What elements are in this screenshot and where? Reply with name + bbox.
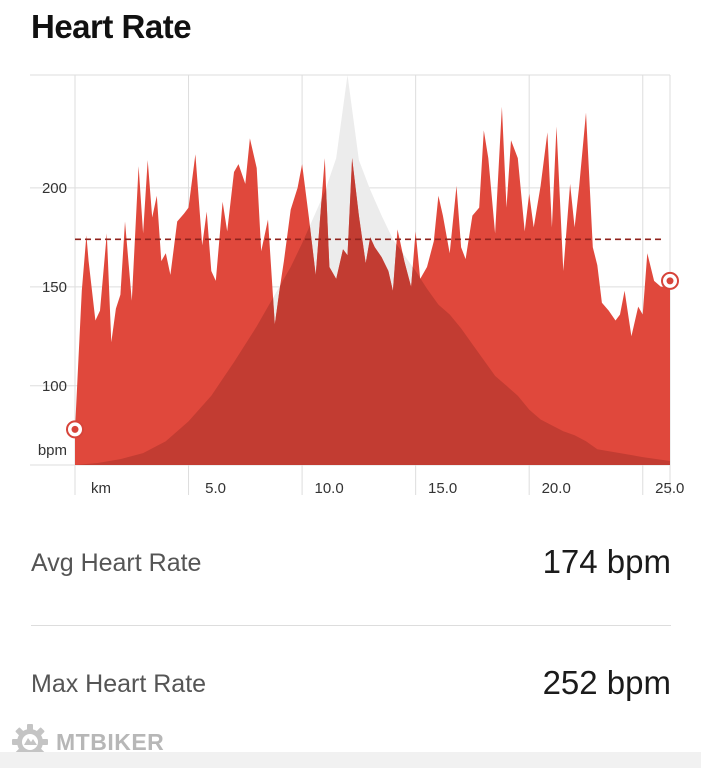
gear-icon <box>12 724 48 760</box>
max-heart-rate-row: Max Heart Rate 252 bpm <box>31 658 671 718</box>
x-tick-label: 20.0 <box>542 480 571 497</box>
x-axis-ticks: 5.0 10.0 15.0 20.0 25.0 <box>205 480 684 497</box>
watermark: MTBIKER <box>10 722 164 762</box>
marker-dot <box>71 425 79 433</box>
y-tick-label: 100 <box>42 378 67 395</box>
end-point-marker <box>661 271 679 290</box>
stats-divider <box>31 625 671 626</box>
y-axis-unit: bpm <box>38 442 67 459</box>
watermark-text: MTBIKER <box>56 728 165 755</box>
y-axis-ticks: 100 150 200 <box>42 180 67 395</box>
max-heart-rate-label: Max Heart Rate <box>31 670 207 698</box>
y-tick-label: 150 <box>42 279 67 296</box>
y-tick-label: 200 <box>42 180 67 197</box>
marker-dot <box>666 277 674 285</box>
x-tick-label: 5.0 <box>205 480 226 497</box>
x-tick-label: 15.0 <box>428 480 457 497</box>
page-title: Heart Rate <box>31 8 192 45</box>
avg-heart-rate-label: Avg Heart Rate <box>31 549 202 577</box>
max-heart-rate-value: 252 bpm <box>542 664 671 701</box>
avg-heart-rate-row: Avg Heart Rate 174 bpm <box>31 537 671 597</box>
x-tick-label: 25.0 <box>655 480 684 497</box>
heart-rate-chart: 100 150 200 bpm 5.0 10.0 15.0 20.0 25.0 km <box>30 74 684 497</box>
bottom-bar <box>0 752 701 768</box>
x-tick-label: 10.0 <box>314 480 343 497</box>
start-point-marker <box>66 420 84 439</box>
x-axis-unit: km <box>91 480 111 497</box>
avg-heart-rate-value: 174 bpm <box>542 543 671 580</box>
